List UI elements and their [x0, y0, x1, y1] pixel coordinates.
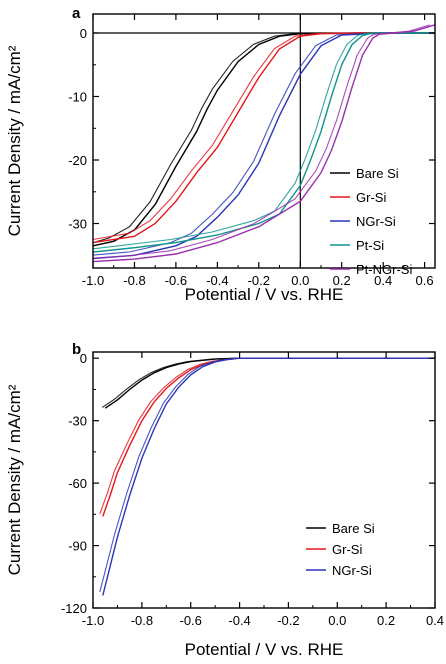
x-tick-label: -0.2 — [277, 613, 299, 628]
x-tick-label: 0.2 — [333, 273, 351, 288]
x-tick-label: 0.0 — [291, 273, 309, 288]
legend-label: Bare Si — [356, 166, 399, 181]
legend-label: Gr-Si — [332, 542, 362, 557]
x-tick-label: 0.2 — [377, 613, 395, 628]
chart-panel-b: -1.0 -0.8 -0.6 -0.4 -0.2 0.0 0.2 0.4 0 -30 -60 -90 -… — [5, 341, 444, 659]
series-line-return-3 — [92, 32, 430, 250]
panel-label: b — [72, 341, 81, 358]
legend-label: Bare Si — [332, 521, 375, 536]
legend-label: NGr-Si — [356, 214, 396, 229]
y-tick-label: -30 — [68, 217, 87, 232]
x-tick-label: -1.0 — [82, 613, 104, 628]
series-line-return-1 — [99, 357, 433, 515]
legend: Bare Si Gr-Si NGr-Si Pt-Si Pt-NGr-Si — [330, 166, 412, 277]
legend-label: Pt-Si — [356, 238, 384, 253]
plot-frame — [92, 351, 436, 609]
y-axis-title: Current Density / mA/cm² — [5, 384, 24, 575]
series-line-2 — [102, 357, 435, 596]
x-axis-title: Potential / V vs. RHE — [185, 285, 344, 304]
x-tick-label: 0.4 — [426, 613, 444, 628]
y-tick-label: -30 — [68, 414, 87, 429]
x-tick-label: -0.8 — [131, 613, 153, 628]
x-tick-label: -0.6 — [179, 613, 201, 628]
x-tick-label: -0.2 — [248, 273, 270, 288]
series-line-return-1 — [92, 32, 430, 241]
plot-frame — [92, 13, 436, 269]
x-tick-label: -0.4 — [228, 613, 250, 628]
series-group — [92, 24, 436, 263]
series-line-return-4 — [92, 24, 430, 259]
y-axis-title: Current Density / mA/cm² — [5, 45, 24, 236]
panel-label: a — [72, 5, 81, 22]
x-tick-label: -1.0 — [82, 273, 104, 288]
x-axis-title: Potential / V vs. RHE — [185, 640, 344, 659]
series-line-3 — [92, 32, 435, 253]
x-tick-label: 0.4 — [374, 273, 392, 288]
x-tick-label: -0.8 — [123, 273, 145, 288]
legend: Bare Si Gr-Si NGr-Si — [306, 521, 375, 578]
x-tick-label: 0.0 — [328, 613, 346, 628]
y-tick-label: -10 — [68, 90, 87, 105]
x-tick-label: -0.4 — [206, 273, 228, 288]
y-tick-label: -90 — [68, 539, 87, 554]
legend-label: Gr-Si — [356, 190, 386, 205]
series-line-return-0 — [92, 32, 430, 244]
y-tick-label: 0 — [80, 351, 87, 366]
series-group — [99, 357, 435, 596]
y-tick-label: -120 — [61, 601, 87, 616]
series-line-return-2 — [99, 357, 433, 593]
chart-panel-a: -1.0 -0.8 -0.6 -0.4 -0.2 0.0 0.2 0.4 0.6 0 -10 -20 -… — [5, 5, 436, 304]
y-tick-label: 0 — [80, 26, 87, 41]
y-tick-label: -60 — [68, 476, 87, 491]
x-tick-label: 0.6 — [416, 273, 434, 288]
legend-label: Pt-NGr-Si — [356, 262, 412, 277]
x-tick-label: -0.6 — [165, 273, 187, 288]
y-tick-label: -20 — [68, 153, 87, 168]
legend-label: NGr-Si — [332, 563, 372, 578]
series-line-1 — [102, 357, 435, 517]
